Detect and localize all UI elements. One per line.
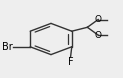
Text: O: O: [95, 31, 102, 40]
Text: O: O: [95, 15, 102, 24]
Text: F: F: [68, 57, 73, 67]
Text: Br: Br: [2, 42, 13, 52]
